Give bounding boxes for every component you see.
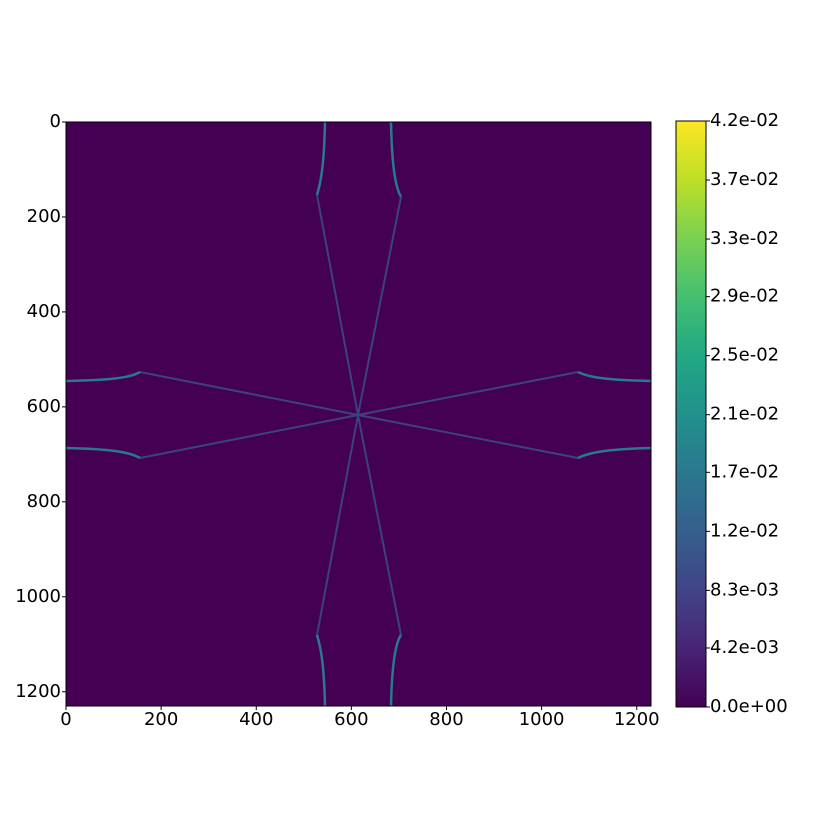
y-tick-label: 1200 [15, 681, 61, 702]
streak [577, 446, 651, 460]
x-tick-label: 400 [239, 709, 273, 730]
colorbar-tick-label: 2.9e-02 [710, 286, 779, 307]
x-tick-label: 0 [60, 709, 71, 730]
colorbar-tick-label: 1.7e-02 [710, 461, 779, 482]
colorbar-tick-label: 4.2e-02 [710, 110, 779, 131]
streak [66, 446, 141, 460]
streak [389, 634, 403, 706]
colorbar-tick-label: 2.1e-02 [710, 404, 779, 425]
y-tick-label: 800 [27, 491, 61, 512]
streak [315, 122, 327, 196]
streak [357, 371, 579, 459]
y-tick-label: 600 [27, 396, 61, 417]
x-tick-label: 600 [334, 709, 368, 730]
x-tick-label: 200 [144, 709, 178, 730]
field-streaks [66, 122, 651, 706]
streak [389, 122, 403, 198]
x-tick-label: 800 [429, 709, 463, 730]
plot-frame [65, 121, 652, 707]
streak [315, 634, 327, 706]
colorbar-tick-label: 8.3e-03 [710, 579, 779, 600]
x-tick-label: 1000 [519, 709, 565, 730]
colorbar-tick-label: 0.0e+00 [710, 696, 788, 717]
colorbar-tick-label: 1.2e-02 [710, 520, 779, 541]
colorbar [675, 120, 707, 708]
colorbar-tick-label: 3.7e-02 [710, 169, 779, 190]
x-tick-label: 1200 [614, 709, 660, 730]
colorbar-tick-label: 4.2e-03 [710, 637, 779, 658]
streak [66, 370, 141, 383]
y-tick-label: 400 [27, 301, 61, 322]
y-tick-label: 1000 [15, 586, 61, 607]
colorbar-tick-label: 2.5e-02 [710, 345, 779, 366]
y-tick-label: 0 [50, 111, 61, 132]
colorbar-tick-label: 3.3e-02 [710, 228, 779, 249]
streak [577, 370, 651, 383]
y-tick-label: 200 [27, 206, 61, 227]
